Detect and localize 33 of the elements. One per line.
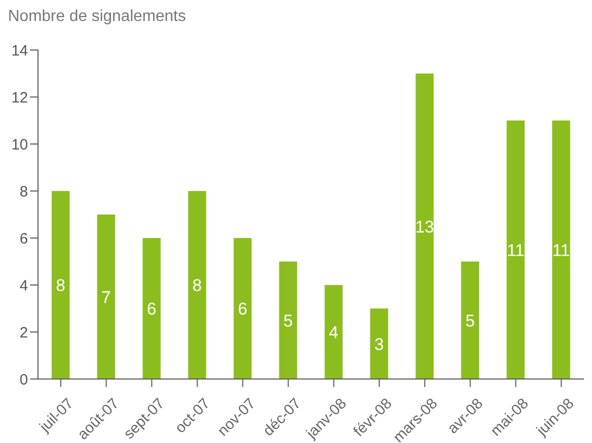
y-tick-label: 10 <box>11 136 28 154</box>
bar <box>234 238 252 379</box>
bar <box>461 262 480 379</box>
bar <box>142 238 161 379</box>
data-label: 4 <box>328 323 338 342</box>
y-tick-label: 8 <box>20 183 28 200</box>
bar <box>52 191 70 379</box>
data-label: 11 <box>552 240 570 260</box>
bar <box>97 214 116 379</box>
data-label: 11 <box>506 240 524 260</box>
bar <box>188 191 206 379</box>
bar <box>370 308 388 379</box>
data-label: 6 <box>146 300 156 319</box>
y-tick-label: 0 <box>20 371 28 388</box>
data-label: 6 <box>238 300 248 319</box>
y-tick-label: 14 <box>11 42 28 60</box>
y-tick-label: 12 <box>11 89 28 106</box>
y-tick-label: 4 <box>20 277 28 294</box>
data-label: 3 <box>374 334 384 354</box>
data-label: 5 <box>283 311 293 330</box>
y-tick-label: 2 <box>20 324 28 342</box>
data-label: 8 <box>192 276 202 296</box>
data-label: 7 <box>101 288 111 307</box>
y-tick-label: 6 <box>20 230 28 248</box>
y-axis-title: Nombre de signalements <box>8 8 186 26</box>
data-label: 8 <box>56 276 66 296</box>
data-label: 13 <box>415 217 434 236</box>
bar <box>506 120 525 379</box>
data-label: 5 <box>465 311 475 330</box>
bar <box>279 262 298 379</box>
bar <box>552 120 570 379</box>
bar <box>416 74 434 379</box>
bar <box>324 285 343 379</box>
